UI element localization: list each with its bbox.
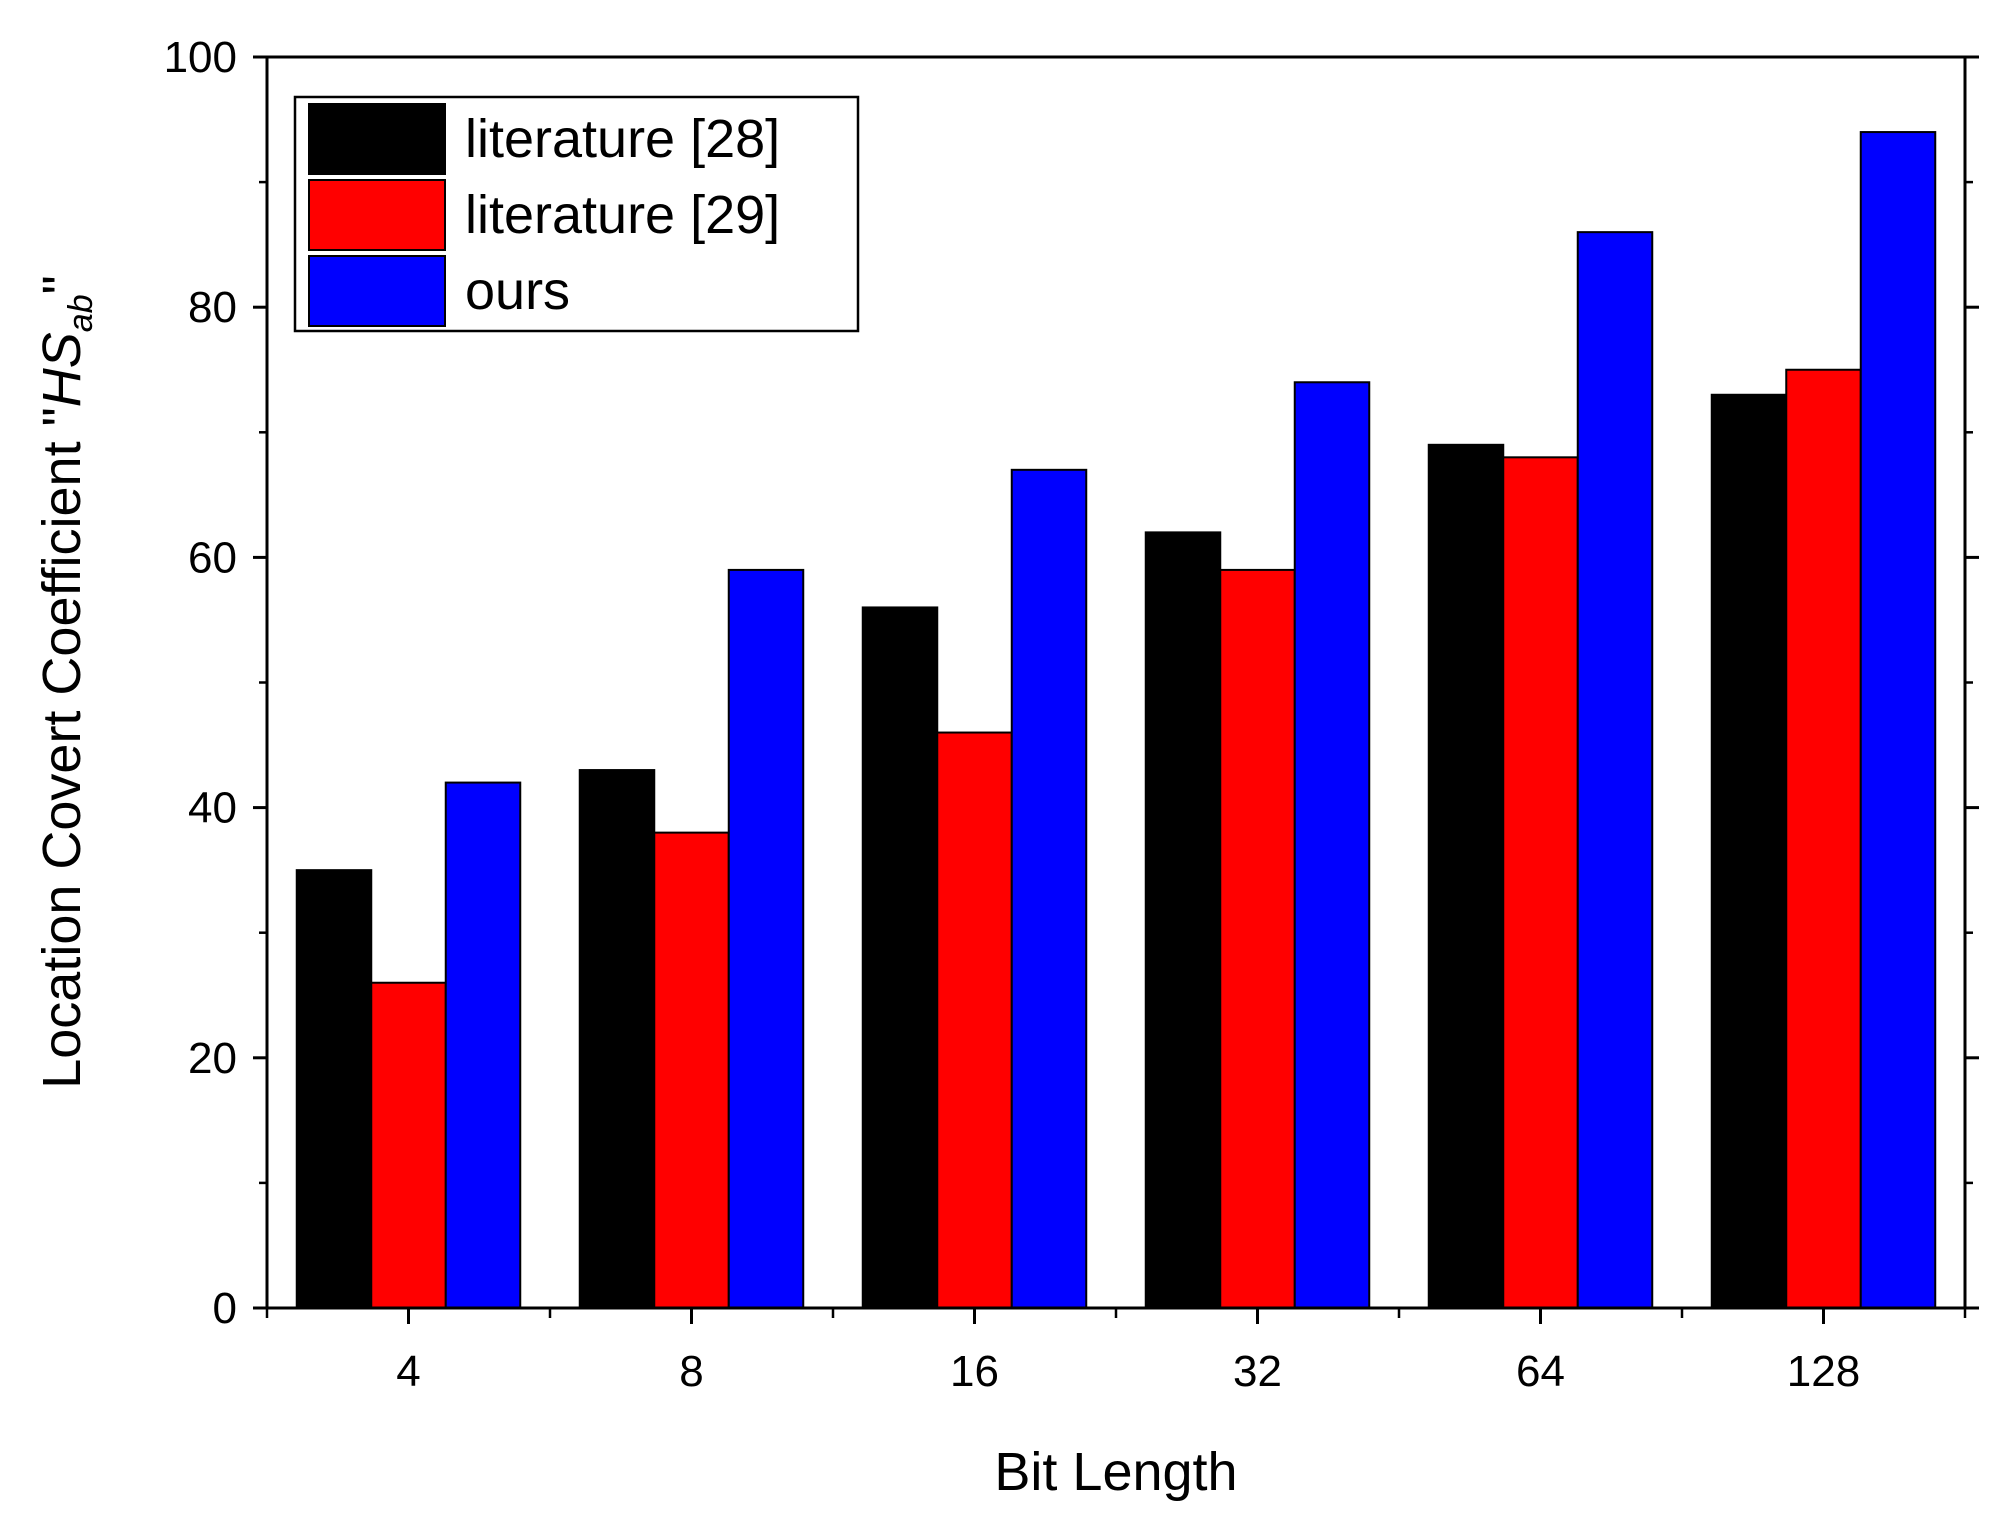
- bar-1-0: [370, 981, 447, 1309]
- legend-swatch-1: [308, 179, 446, 251]
- y-tick-label-1: 20: [188, 1034, 237, 1083]
- bar-1-3: [1219, 568, 1296, 1309]
- x-axis-title: Bit Length: [994, 1442, 1237, 1502]
- bar-2-3: [1293, 381, 1371, 1309]
- bar-0-2: [861, 606, 939, 1309]
- y-axis-title: Location Covert Coefficient "HSab": [32, 275, 100, 1089]
- y-tick-label-0: 0: [213, 1284, 237, 1333]
- x-tick-label-4: 64: [1516, 1347, 1565, 1396]
- y-tick-label-3: 60: [188, 533, 237, 582]
- bar-1-4: [1502, 456, 1579, 1309]
- y-tick-label-5: 100: [164, 33, 237, 82]
- x-tick-label-2: 16: [950, 1347, 999, 1396]
- bar-2-5: [1859, 131, 1937, 1309]
- legend: literature [28] literature [29] ours: [293, 95, 860, 333]
- y-tick-label-2: 40: [188, 784, 237, 833]
- legend-label-2: ours: [465, 261, 570, 321]
- bar-2-4: [1576, 231, 1654, 1309]
- x-tick-label-5: 128: [1787, 1347, 1860, 1396]
- y-tick-label-4: 80: [188, 283, 237, 332]
- legend-label-1: literature [29]: [465, 185, 780, 245]
- bar-2-0: [444, 781, 522, 1309]
- labels-layer: 0 20 40 60 80 100 4 8 16 32 64 128: [164, 33, 1861, 1396]
- bar-2-1: [727, 568, 805, 1309]
- bar-2-2: [1010, 468, 1088, 1309]
- legend-swatch-0: [308, 103, 446, 175]
- legend-swatch-2: [308, 255, 446, 327]
- bar-0-0: [295, 869, 373, 1310]
- bar-1-2: [936, 731, 1013, 1309]
- x-tick-label-0: 4: [396, 1347, 420, 1396]
- bar-0-3: [1144, 531, 1222, 1309]
- x-tick-label-1: 8: [679, 1347, 703, 1396]
- y-axis-title-prefix: Location Covert Coefficient ": [32, 407, 92, 1089]
- y-axis-title-subscript: ab: [62, 294, 100, 332]
- y-axis-title-symbol: HS: [32, 332, 92, 407]
- y-axis-title-suffix: ": [32, 275, 92, 294]
- legend-items: literature [28] literature [29] ours: [308, 103, 780, 327]
- x-tick-label-3: 32: [1233, 1347, 1282, 1396]
- bar-1-1: [653, 831, 730, 1309]
- legend-label-0: literature [28]: [465, 109, 780, 169]
- ticks-layer: [253, 55, 1979, 1324]
- bar-0-4: [1427, 443, 1505, 1309]
- bar-0-5: [1710, 393, 1788, 1309]
- bars-layer: [295, 131, 1937, 1310]
- bar-1-5: [1785, 368, 1862, 1309]
- bar-0-1: [578, 769, 656, 1309]
